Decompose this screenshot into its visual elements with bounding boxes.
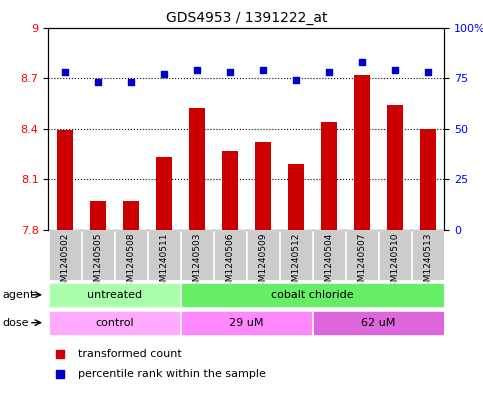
- Text: dose: dose: [2, 318, 29, 328]
- Text: GSM1240507: GSM1240507: [357, 233, 366, 294]
- Point: [160, 71, 168, 77]
- Point: [127, 79, 135, 85]
- FancyBboxPatch shape: [115, 230, 147, 281]
- Point: [94, 79, 102, 85]
- Text: control: control: [95, 318, 134, 328]
- Text: transformed count: transformed count: [78, 349, 182, 359]
- Title: GDS4953 / 1391222_at: GDS4953 / 1391222_at: [166, 11, 327, 25]
- Bar: [123, 201, 139, 230]
- FancyBboxPatch shape: [181, 230, 213, 281]
- Text: GSM1240505: GSM1240505: [93, 233, 102, 294]
- Bar: [321, 122, 337, 230]
- Bar: [287, 164, 304, 230]
- Text: GSM1240512: GSM1240512: [291, 233, 300, 293]
- Bar: [255, 142, 271, 230]
- Text: GSM1240510: GSM1240510: [390, 233, 399, 294]
- FancyBboxPatch shape: [82, 230, 114, 281]
- Text: 62 uM: 62 uM: [361, 318, 396, 328]
- FancyBboxPatch shape: [181, 310, 312, 335]
- Point: [351, 262, 358, 268]
- Text: GSM1240504: GSM1240504: [325, 233, 333, 293]
- Bar: [188, 108, 205, 230]
- Point: [391, 67, 399, 73]
- FancyBboxPatch shape: [313, 230, 345, 281]
- FancyBboxPatch shape: [49, 230, 81, 281]
- Point: [259, 67, 267, 73]
- Text: GSM1240506: GSM1240506: [226, 233, 234, 294]
- Text: agent: agent: [2, 290, 35, 300]
- Text: GSM1240509: GSM1240509: [258, 233, 267, 294]
- Text: GSM1240503: GSM1240503: [192, 233, 201, 294]
- Text: GSM1240513: GSM1240513: [424, 233, 432, 294]
- Text: GSM1240511: GSM1240511: [159, 233, 168, 294]
- FancyBboxPatch shape: [379, 230, 411, 281]
- Text: GSM1240508: GSM1240508: [127, 233, 135, 294]
- Point: [358, 59, 366, 65]
- Text: cobalt chloride: cobalt chloride: [271, 290, 354, 300]
- FancyBboxPatch shape: [214, 230, 246, 281]
- Point: [292, 77, 299, 83]
- Text: 29 uM: 29 uM: [229, 318, 264, 328]
- Point: [226, 69, 234, 75]
- Bar: [89, 201, 106, 230]
- FancyBboxPatch shape: [280, 230, 312, 281]
- FancyBboxPatch shape: [49, 283, 180, 307]
- Bar: [156, 157, 172, 230]
- Bar: [57, 130, 73, 230]
- FancyBboxPatch shape: [148, 230, 180, 281]
- Text: percentile rank within the sample: percentile rank within the sample: [78, 369, 266, 379]
- Point: [61, 69, 69, 75]
- Point: [424, 69, 432, 75]
- Point: [351, 77, 358, 84]
- Bar: [386, 105, 403, 230]
- FancyBboxPatch shape: [346, 230, 378, 281]
- Text: untreated: untreated: [87, 290, 142, 300]
- Bar: [420, 129, 436, 230]
- FancyBboxPatch shape: [247, 230, 279, 281]
- FancyBboxPatch shape: [49, 310, 180, 335]
- Text: GSM1240502: GSM1240502: [60, 233, 69, 293]
- FancyBboxPatch shape: [412, 230, 444, 281]
- Point: [325, 69, 333, 75]
- Point: [193, 67, 201, 73]
- Bar: [354, 75, 370, 230]
- FancyBboxPatch shape: [181, 283, 444, 307]
- FancyBboxPatch shape: [313, 310, 444, 335]
- Bar: [222, 151, 238, 230]
